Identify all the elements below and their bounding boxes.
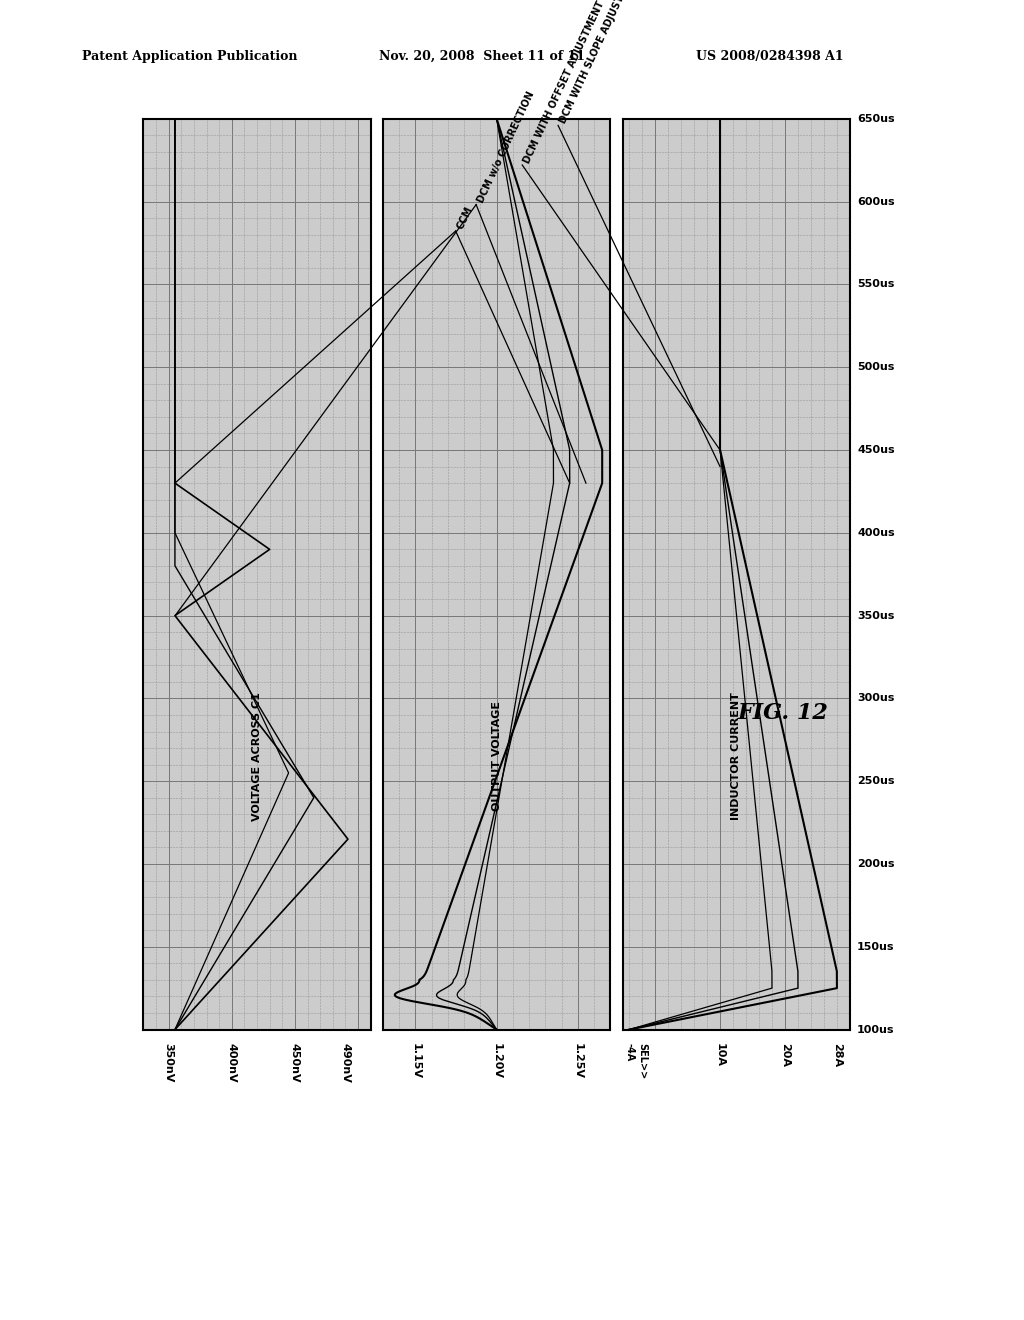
Text: 200us: 200us <box>857 859 895 869</box>
Text: 150us: 150us <box>857 941 895 952</box>
Text: 450us: 450us <box>857 445 895 455</box>
Text: 350us: 350us <box>857 611 894 620</box>
Text: Nov. 20, 2008  Sheet 11 of 11: Nov. 20, 2008 Sheet 11 of 11 <box>379 50 585 63</box>
Text: 20A: 20A <box>780 1043 790 1067</box>
Text: 400us: 400us <box>857 528 895 537</box>
Text: 100us: 100us <box>857 1024 895 1035</box>
Text: 500us: 500us <box>857 362 894 372</box>
Text: 28A: 28A <box>831 1043 842 1067</box>
Text: 400nV: 400nV <box>226 1043 237 1082</box>
Text: 300us: 300us <box>857 693 894 704</box>
Text: FIG. 12: FIG. 12 <box>737 702 828 723</box>
Text: 450nV: 450nV <box>290 1043 300 1082</box>
Text: 10A: 10A <box>715 1043 725 1067</box>
Text: 550us: 550us <box>857 280 894 289</box>
Text: VOLTAGE ACROSS C1: VOLTAGE ACROSS C1 <box>252 692 262 821</box>
Text: 490nV: 490nV <box>340 1043 350 1082</box>
Text: OUTPUT VOLTAGE: OUTPUT VOLTAGE <box>492 701 502 812</box>
Text: DCM WITH OFFSET ADJUSTMENT: DCM WITH OFFSET ADJUSTMENT <box>522 0 606 165</box>
Text: CCM: CCM <box>456 205 475 231</box>
Text: DCM WITH SLOPE ADJUSTMENT: DCM WITH SLOPE ADJUSTMENT <box>558 0 639 125</box>
Text: 250us: 250us <box>857 776 895 787</box>
Text: 600us: 600us <box>857 197 895 207</box>
Text: INDUCTOR CURRENT: INDUCTOR CURRENT <box>731 693 741 820</box>
Text: 1.20V: 1.20V <box>492 1043 502 1078</box>
Text: 650us: 650us <box>857 114 895 124</box>
Text: Patent Application Publication: Patent Application Publication <box>82 50 297 63</box>
Text: SEL>>: SEL>> <box>637 1043 647 1078</box>
Text: DCM w/o CORRECTION: DCM w/o CORRECTION <box>476 90 537 205</box>
Text: -4A: -4A <box>624 1043 634 1061</box>
Text: 1.15V: 1.15V <box>411 1043 421 1078</box>
Text: 350nV: 350nV <box>164 1043 174 1082</box>
Text: US 2008/0284398 A1: US 2008/0284398 A1 <box>696 50 844 63</box>
Text: 1.25V: 1.25V <box>572 1043 583 1078</box>
